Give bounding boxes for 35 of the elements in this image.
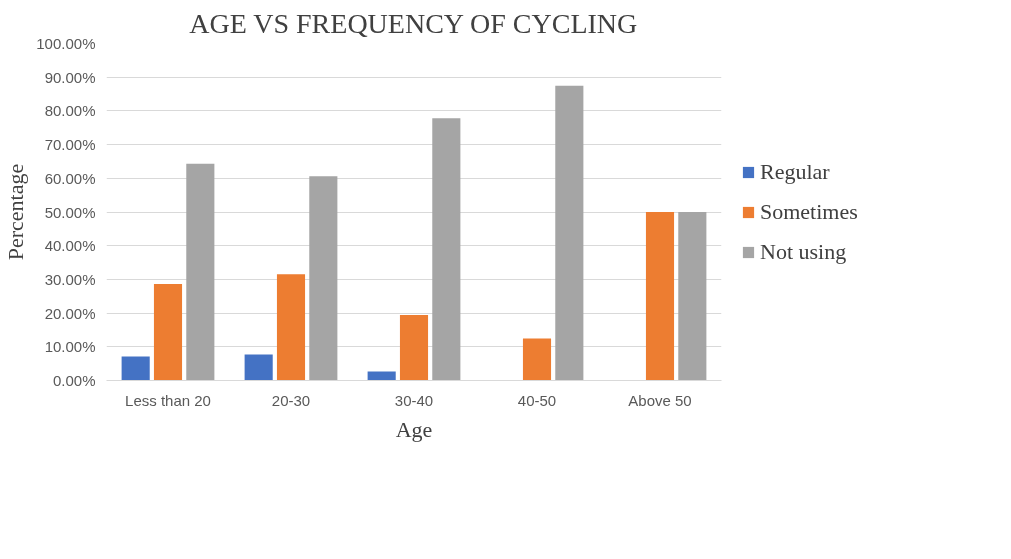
y-tick-label: 20.00%: [44, 304, 96, 322]
y-tick-label: 50.00%: [44, 203, 96, 221]
y-tick-label: 40.00%: [44, 237, 96, 255]
y-tick-label: 10.00%: [44, 338, 96, 356]
x-tick-label: 20-30: [271, 391, 311, 409]
x-tick-label: Above 50: [628, 391, 692, 409]
x-tick-label: 40-50: [517, 391, 557, 409]
y-tick-label: 60.00%: [44, 169, 96, 187]
bar: [186, 163, 215, 381]
y-tick-label: 0.00%: [52, 372, 96, 389]
bar: [276, 274, 306, 381]
y-axis-title: Percentage: [3, 163, 29, 261]
bar: [678, 212, 707, 381]
x-tick-label: 30-40: [394, 391, 434, 409]
bar: [121, 356, 150, 381]
legend-label: Sometimes: [760, 198, 858, 225]
bar: [555, 85, 584, 381]
bar: [522, 338, 552, 381]
y-tick-label: 70.00%: [44, 136, 96, 154]
legend-label: Not using: [760, 238, 847, 265]
chart-title: AGE VS FREQUENCY OF CYCLING: [189, 7, 638, 39]
legend-label: Regular: [760, 158, 830, 185]
bar: [645, 212, 675, 381]
y-tick-label: 30.00%: [44, 270, 96, 288]
y-tick-label: 80.00%: [44, 102, 96, 120]
y-tick-label: 100.00%: [36, 35, 96, 52]
bar: [153, 284, 183, 381]
y-tick-label: 90.00%: [44, 68, 96, 86]
bar: [399, 315, 429, 381]
x-tick-label: Less than 20: [125, 391, 211, 409]
x-axis-title: Age: [395, 416, 433, 442]
bar: [244, 354, 273, 381]
bar: [309, 176, 338, 381]
bar: [432, 118, 461, 381]
bar: [367, 371, 396, 381]
